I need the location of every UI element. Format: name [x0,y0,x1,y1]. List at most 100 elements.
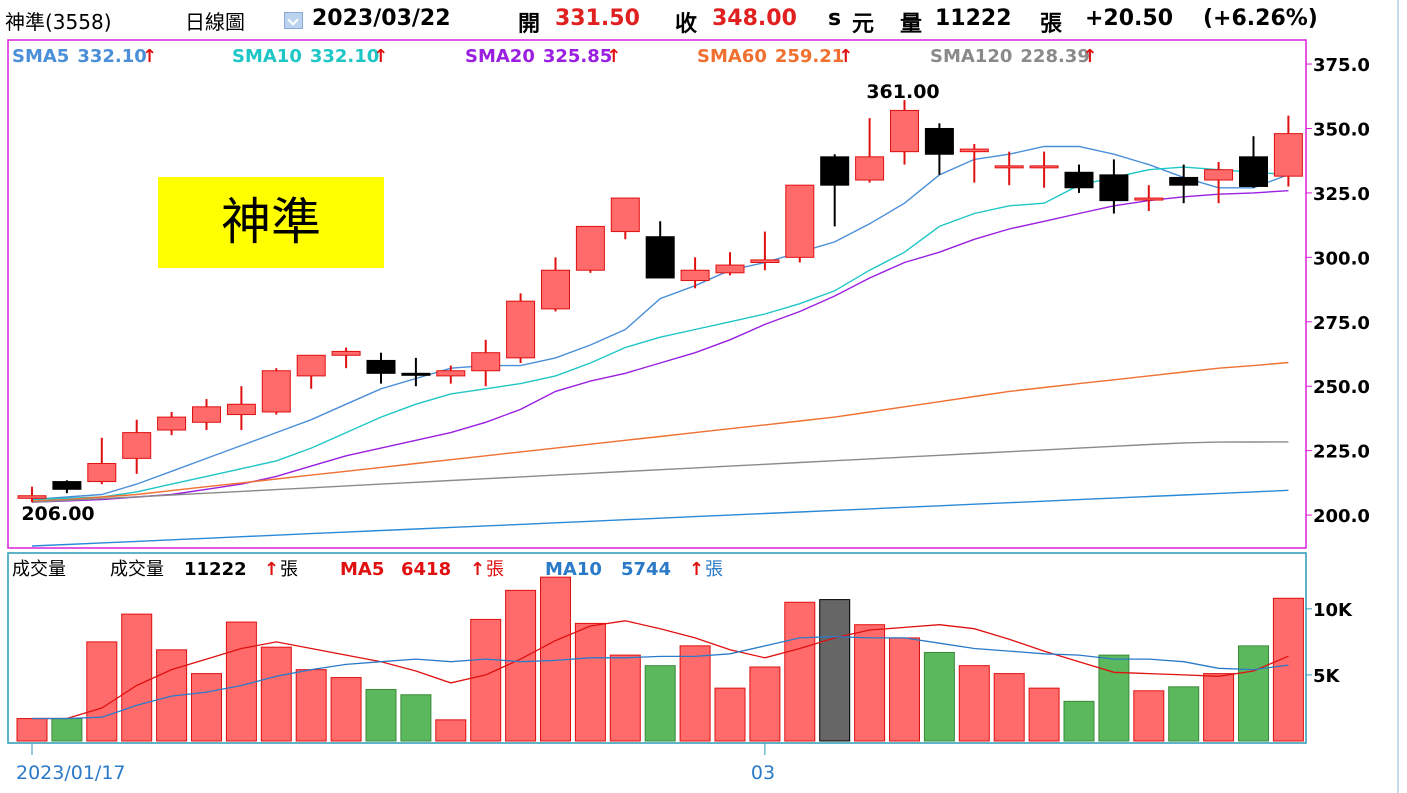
legend-up-arrow-icon: ↑ [1082,46,1097,67]
volume-bar[interactable] [1272,597,1304,742]
legend-sma120: SMA120 228.39 [930,46,1090,67]
candle[interactable] [1064,164,1094,193]
candle[interactable] [1169,164,1199,204]
candle[interactable] [261,368,291,415]
candle-body [471,352,501,372]
candle[interactable] [855,118,885,183]
candle[interactable] [1099,159,1129,214]
candle-body [855,156,885,181]
candle[interactable] [331,347,361,369]
candle[interactable] [52,480,82,494]
candle[interactable] [366,352,396,384]
candle[interactable] [192,399,221,431]
candle[interactable] [1134,185,1164,211]
volume-bar[interactable] [295,669,327,742]
volume-bar[interactable] [260,646,292,742]
candle[interactable] [401,357,431,387]
volume-bar[interactable] [574,622,606,742]
candle[interactable] [575,225,605,273]
candle[interactable] [1273,115,1303,187]
candle-body [1099,174,1129,202]
volume-bar[interactable] [86,641,118,742]
candle[interactable] [680,257,710,289]
volume-bar[interactable] [16,718,48,742]
candle-body [1029,165,1059,169]
candle-body [296,354,326,377]
volume-bar[interactable] [400,694,432,742]
period-dropdown-icon[interactable] [284,12,303,29]
volume-bar[interactable] [819,599,851,742]
volume-bar[interactable] [505,589,537,742]
price-axis-label: 375.0 [1313,55,1370,76]
candle[interactable] [17,486,47,503]
candle-body [575,225,605,271]
volume-bar[interactable] [854,624,886,742]
close-label: 收 [675,12,698,37]
candle[interactable] [820,154,850,227]
volume-bar[interactable] [923,651,955,742]
volume-bar[interactable] [1028,687,1060,742]
candle[interactable] [87,437,117,485]
price-panel-frame [7,39,1307,549]
candle[interactable] [122,419,152,474]
candle[interactable] [1204,161,1234,204]
volume-bar[interactable] [749,666,781,742]
candle[interactable] [610,197,640,240]
legend-up-arrow-icon: ↑ [838,46,853,67]
candle-body [750,259,780,263]
candle[interactable] [959,143,989,183]
candle[interactable] [541,257,570,312]
volume-bar[interactable] [470,618,502,742]
candle[interactable] [506,293,536,364]
volume-bar[interactable] [784,601,816,742]
low-annotation: 206.00 [21,503,94,525]
legend-up-arrow-icon: ↑ [142,46,157,67]
volume-bar[interactable] [225,621,257,742]
candle[interactable] [296,354,326,389]
volume-bar[interactable] [191,673,222,742]
candle[interactable] [157,411,187,436]
candle[interactable] [785,184,815,263]
volume-bar[interactable] [1203,673,1235,742]
volume-bar[interactable] [889,637,920,742]
volume-bar[interactable] [1098,654,1130,742]
volume-bar[interactable] [1238,645,1269,742]
candle[interactable] [436,365,466,384]
candle-body [52,481,82,490]
candle[interactable] [645,221,675,279]
volume-bar[interactable] [365,688,397,742]
candle-body [1273,133,1303,177]
ma10-legend-label: MA10 [545,559,602,580]
price-line-sma5 [31,145,1289,501]
candle[interactable] [750,231,780,271]
volume-value: 11222 [935,6,1012,31]
volume-bar[interactable] [714,687,746,742]
candle[interactable] [226,386,256,431]
candle[interactable] [1239,136,1268,188]
candle[interactable] [471,339,501,387]
volume-bar[interactable] [1168,686,1200,742]
legend-sma10: SMA10 332.10 [232,46,379,67]
candle[interactable] [924,123,954,175]
volume-bar[interactable] [993,673,1025,742]
volume-bar[interactable] [435,719,467,742]
candle[interactable] [890,100,919,165]
candle-body [192,406,221,423]
volume-bar[interactable] [609,654,641,742]
candle[interactable] [994,151,1024,186]
candle[interactable] [715,252,745,276]
candle[interactable] [1029,151,1059,188]
volume-bar[interactable] [51,718,83,742]
volume-bar[interactable] [679,645,711,742]
candle-body [87,463,117,483]
volume-bar[interactable] [121,613,153,742]
volume-bar[interactable] [1063,700,1095,742]
volume-bar[interactable] [1133,690,1165,742]
change-value: +20.50 [1085,6,1174,31]
volume-label: 量 [900,12,923,37]
candle-body [1169,176,1199,186]
volume-bar[interactable] [644,665,676,742]
volume-bar[interactable] [958,665,990,742]
volume-bar[interactable] [330,677,362,742]
